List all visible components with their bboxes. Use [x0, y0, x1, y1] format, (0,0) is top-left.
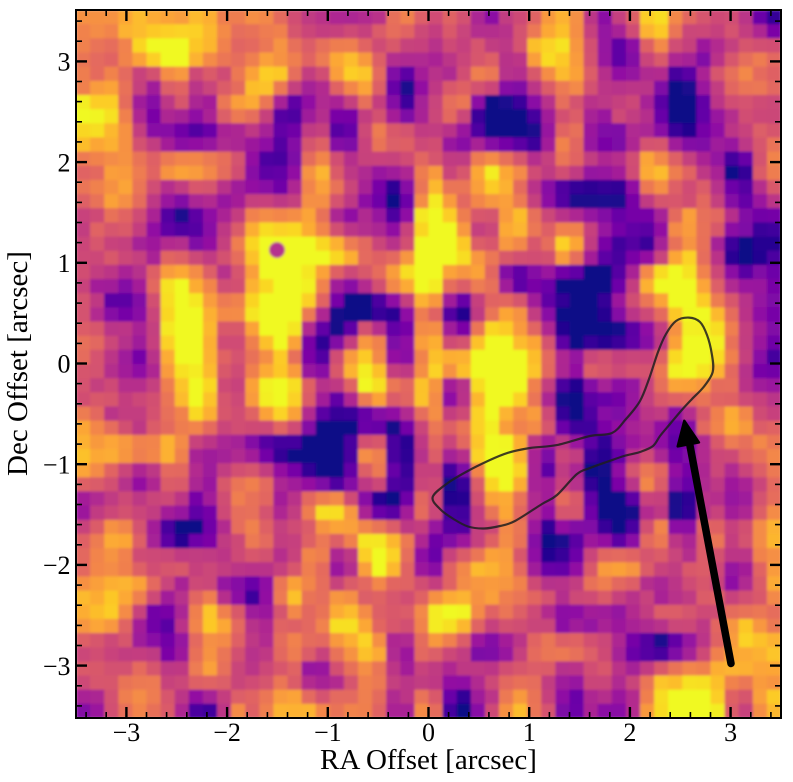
svg-text:RA Offset [arcsec]: RA Offset [arcsec] — [320, 744, 537, 776]
svg-text:1: 1 — [58, 249, 71, 278]
svg-text:−1: −1 — [43, 450, 71, 479]
svg-text:−3: −3 — [43, 652, 71, 681]
svg-text:0: 0 — [422, 718, 435, 747]
svg-text:−3: −3 — [113, 718, 141, 747]
svg-text:−1: −1 — [314, 718, 342, 747]
svg-text:0: 0 — [58, 350, 71, 379]
svg-text:2: 2 — [58, 148, 71, 177]
svg-text:−2: −2 — [43, 551, 71, 580]
svg-text:1: 1 — [523, 718, 536, 747]
svg-text:2: 2 — [623, 718, 636, 747]
svg-text:3: 3 — [58, 48, 71, 77]
svg-text:Dec Offset [arcsec]: Dec Offset [arcsec] — [2, 251, 34, 476]
svg-text:−2: −2 — [213, 718, 241, 747]
svg-text:3: 3 — [724, 718, 737, 747]
